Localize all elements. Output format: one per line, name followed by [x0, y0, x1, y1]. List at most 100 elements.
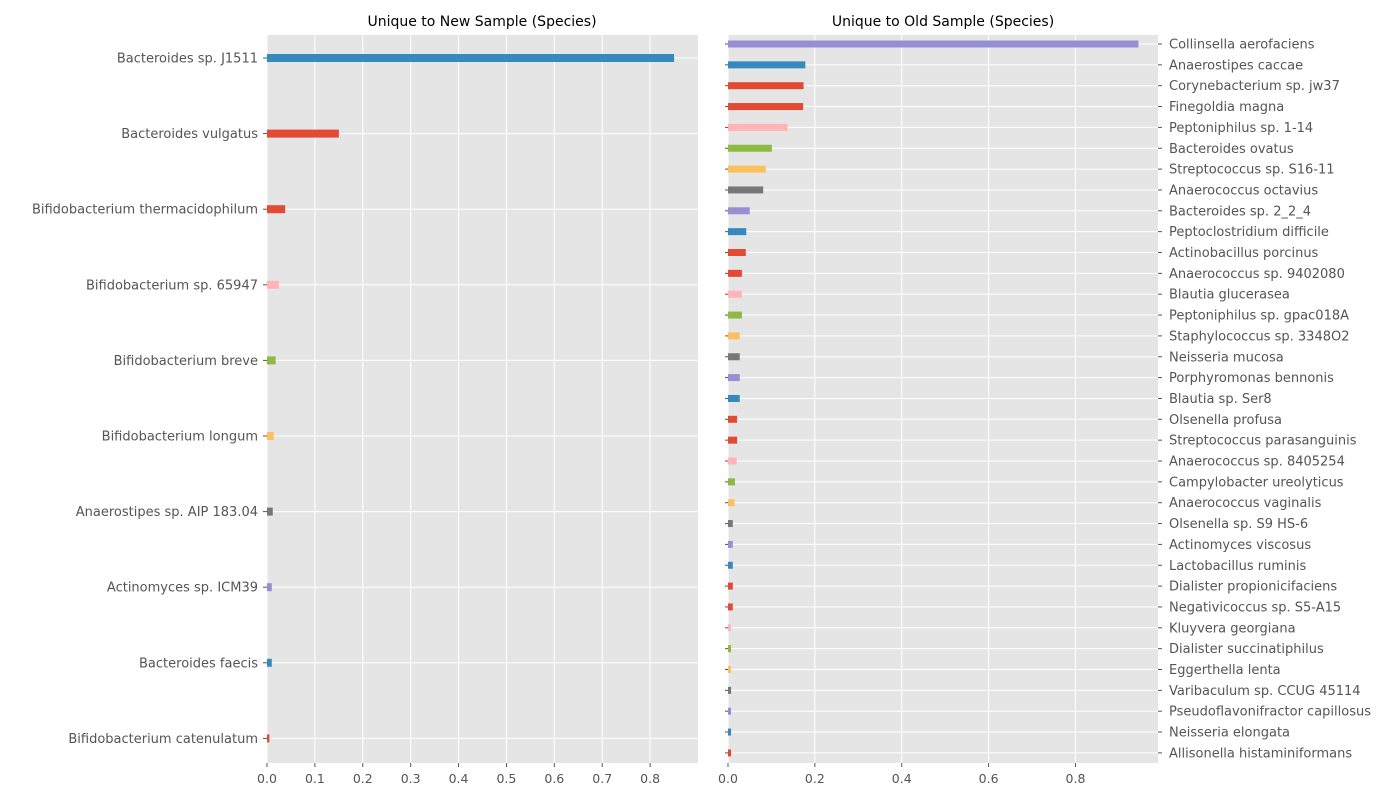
- category-label: Kluyvera georgiana: [1169, 621, 1296, 636]
- x-tick-label: 0.7: [592, 771, 612, 786]
- bar-21: [728, 457, 737, 465]
- x-tick-label: 0.6: [544, 771, 564, 786]
- bar-10: [267, 734, 270, 743]
- x-tick-label: 0.2: [353, 771, 373, 786]
- bar-9: [267, 658, 272, 667]
- subplot-2: Collinsella aerofaciens Anaerostipes cacc…: [718, 14, 1371, 786]
- bar-9: [728, 207, 750, 215]
- category-label: Campylobacter ureolyticus: [1169, 475, 1344, 490]
- bar-30: [728, 645, 732, 653]
- bar-34: [728, 728, 732, 736]
- category-label: Anaerococcus octavius: [1169, 183, 1318, 198]
- bar-16: [728, 353, 740, 361]
- category-label: Streptococcus parasanguinis: [1169, 434, 1357, 449]
- bar-31: [728, 666, 732, 673]
- category-label: Bifidobacterium breve: [114, 354, 258, 369]
- bar-5: [728, 123, 788, 131]
- bar-25: [728, 540, 733, 548]
- category-label: Finegoldia magna: [1169, 100, 1284, 115]
- category-label: Bifidobacterium longum: [102, 430, 258, 445]
- category-label: Anaerococcus vaginalis: [1169, 496, 1322, 511]
- category-label: Peptoniphilus sp. 1-14: [1169, 121, 1313, 136]
- bar-5: [267, 356, 276, 365]
- category-label: Neisseria elongata: [1169, 726, 1290, 741]
- bar-20: [728, 436, 738, 444]
- category-label: Anaerococcus sp. 8405254: [1169, 455, 1345, 470]
- category-label: Actinomyces sp. ICM39: [107, 581, 258, 596]
- category-label: Dialister succinatiphilus: [1169, 642, 1324, 657]
- bar-10: [728, 228, 747, 236]
- x-tick-label: 0.3: [401, 771, 421, 786]
- x-tick-label: 0.1: [305, 771, 325, 786]
- bar-4: [728, 103, 804, 111]
- category-label: Corynebacterium sp. jw37: [1169, 79, 1340, 94]
- x-tick-label: 0.0: [718, 771, 738, 786]
- category-label: Bifidobacterium thermacidophilum: [32, 203, 258, 218]
- bar-22: [728, 478, 735, 486]
- bar-1: [267, 54, 675, 62]
- bar-35: [728, 749, 732, 757]
- bar-7: [728, 165, 766, 173]
- chart-title: Unique to Old Sample (Species): [832, 14, 1054, 30]
- category-label: Staphylococcus sp. 3348O2: [1169, 329, 1349, 344]
- category-label: Blautia glucerasea: [1169, 288, 1290, 303]
- bar-23: [728, 499, 735, 507]
- category-label: Bacteroides faecis: [139, 656, 258, 671]
- category-label: Bacteroides sp. J1511: [117, 52, 258, 67]
- x-tick-label: 0.8: [640, 771, 660, 786]
- x-tick-label: 0.4: [892, 771, 912, 786]
- bar-6: [267, 432, 274, 440]
- bar-2: [728, 61, 806, 69]
- category-label: Varibaculum sp. CCUG 45114: [1169, 684, 1361, 699]
- x-tick-label: 0.6: [979, 771, 999, 786]
- bar-28: [728, 603, 733, 611]
- plot-area: [728, 35, 1158, 763]
- x-tick-label: 0.8: [1066, 771, 1086, 786]
- bar-19: [728, 415, 738, 423]
- x-tick-label: 0.4: [449, 771, 469, 786]
- category-label: Anaerostipes sp. AIP 183.04: [76, 505, 258, 520]
- bar-2: [267, 129, 339, 138]
- category-label: Bifidobacterium catenulatum: [68, 732, 258, 747]
- category-label: Anaerococcus sp. 9402080: [1169, 267, 1345, 282]
- category-label: Allisonella histaminiformans: [1169, 746, 1352, 761]
- category-label: Streptococcus sp. S16-11: [1169, 163, 1335, 178]
- subplot-1: Bacteroides sp. J1511 Bacteroides vulgatu…: [32, 14, 698, 786]
- bar-7: [267, 507, 273, 516]
- category-label: Dialister propionicifaciens: [1169, 580, 1337, 595]
- bar-6: [728, 144, 772, 152]
- bar-3: [267, 205, 286, 214]
- category-label: Anaerostipes caccae: [1169, 58, 1303, 73]
- chart-title: Unique to New Sample (Species): [367, 14, 596, 30]
- category-label: Neisseria mucosa: [1169, 350, 1284, 365]
- bar-12: [728, 269, 742, 277]
- category-label: Negativicoccus sp. S5-A15: [1169, 600, 1341, 615]
- bar-14: [728, 311, 742, 319]
- bar-27: [728, 582, 733, 590]
- bar-13: [728, 290, 742, 298]
- bar-33: [728, 707, 732, 715]
- category-label: Olsenella sp. S9 HS-6: [1169, 517, 1308, 532]
- bar-29: [728, 624, 732, 632]
- bar-24: [728, 520, 733, 528]
- category-label: Blautia sp. Ser8: [1169, 392, 1272, 407]
- category-label: Peptoclostridium difficile: [1169, 225, 1329, 240]
- bar-1: [728, 40, 1139, 48]
- category-label: Actinomyces viscosus: [1169, 538, 1311, 553]
- category-label: Olsenella profusa: [1169, 413, 1282, 428]
- category-label: Bacteroides ovatus: [1169, 142, 1294, 157]
- category-label: Eggerthella lenta: [1169, 663, 1281, 678]
- x-tick-label: 0.0: [257, 771, 277, 786]
- category-label: Actinobacillus porcinus: [1169, 246, 1319, 261]
- bar-18: [728, 394, 740, 402]
- x-tick-label: 0.2: [805, 771, 825, 786]
- plot-area: [267, 35, 698, 763]
- category-label: Lactobacillus ruminis: [1169, 559, 1306, 574]
- x-tick-label: 0.5: [496, 771, 516, 786]
- category-label: Bacteroides sp. 2_2_4: [1169, 204, 1311, 219]
- bar-11: [728, 249, 746, 256]
- category-label: Bacteroides vulgatus: [121, 127, 258, 142]
- bar-8: [728, 186, 764, 194]
- bar-32: [728, 686, 732, 694]
